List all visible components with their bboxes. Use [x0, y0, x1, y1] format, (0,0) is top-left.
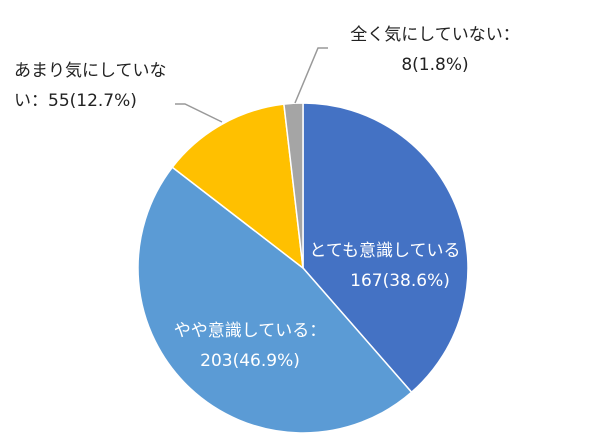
pie-slice [283, 102, 304, 269]
value-label: 167(38.6%) [350, 271, 450, 291]
category-label: とても意識している [309, 241, 461, 261]
value-label: 8(1.8%) [401, 55, 469, 75]
category-label: やや意識している： [173, 321, 327, 341]
slice-label: 全く気にしていない： 8(1.8%) [335, 20, 535, 80]
leader-line [294, 47, 328, 104]
leader-line [175, 103, 223, 123]
value-label: 55(12.7%) [48, 91, 137, 111]
slice-label: あまり気にしていない：55(12.7%) [14, 56, 179, 116]
category-label: あまり気にしていない： [14, 61, 167, 111]
pie-slice [137, 166, 413, 434]
pie-slice [171, 103, 304, 270]
category-label: 全く気にしていない： [350, 25, 520, 45]
slice-label: とても意識している 167(38.6%) [300, 236, 470, 296]
slices [137, 102, 469, 434]
pie-slice [302, 102, 469, 394]
slice-label: やや意識している： 203(46.9%) [155, 316, 345, 376]
value-label: 203(46.9%) [200, 351, 300, 371]
